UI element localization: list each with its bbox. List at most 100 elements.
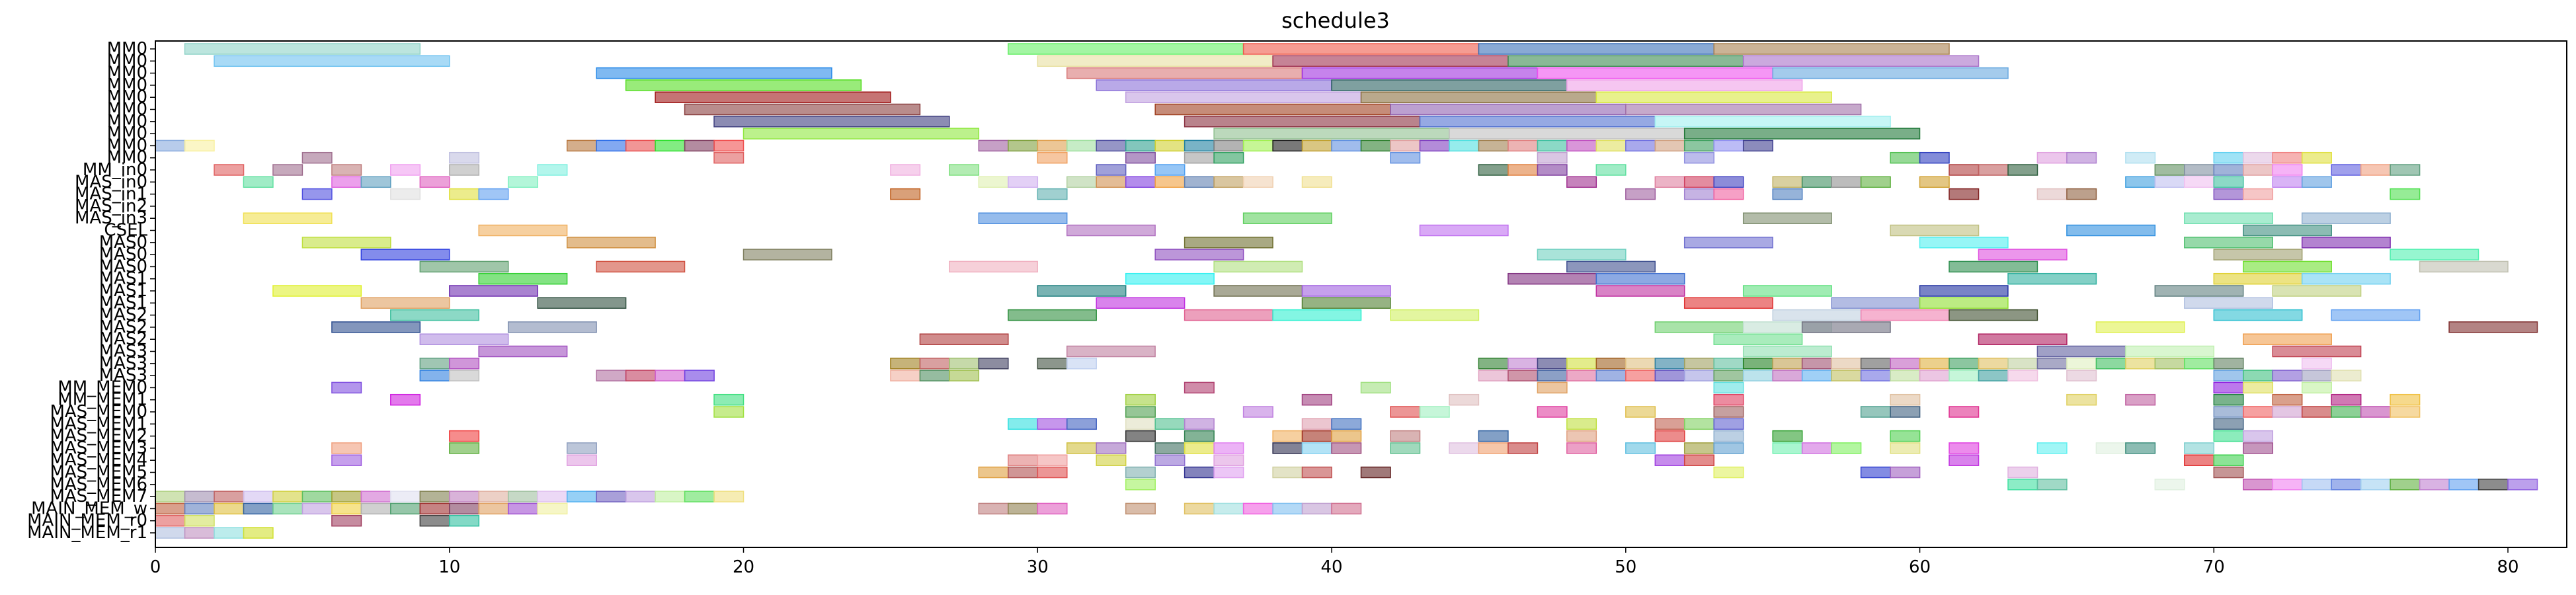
task-bar [2036,358,2068,370]
task-bar [566,491,597,502]
task-bar [2213,309,2303,321]
task-bar [1919,370,1950,381]
task-bar [1125,502,1156,515]
task-bar [1478,43,1714,55]
task-bar [1742,212,1832,224]
task-bar [1742,285,1832,297]
task-bar [684,491,715,502]
task-bar [1772,358,1803,370]
y-tick-label: MM_in0 [83,160,147,180]
task-bar [1801,321,1891,333]
task-bar [331,176,362,188]
task-bar [1537,370,1568,381]
y-tick-label: MAS0 [99,257,147,276]
task-bar [302,188,333,200]
task-bar [2066,370,2097,381]
task-bar [1566,370,1597,381]
task-bar [1508,272,1597,285]
task-bar [566,454,597,466]
task-bar [1037,139,1068,152]
task-bar [1213,285,1303,297]
task-bar [1949,442,1980,454]
task-bar [2036,151,2068,164]
task-bar [2125,176,2156,188]
task-bar [1742,345,1832,358]
task-bar [2154,358,2185,370]
task-bar [214,55,450,67]
task-bar [1831,442,1862,454]
task-bar [1242,43,1480,55]
y-tick-label: MAIN_MEM_r0 [27,511,147,531]
task-bar [184,43,421,55]
task-bar [1595,285,1685,297]
task-bar [2213,188,2244,200]
task-bar [1683,176,1714,188]
task-bar [566,442,597,454]
task-bar [1242,212,1332,224]
task-bar [2125,345,2215,358]
y-tick-label: MAS2 [99,305,147,325]
task-bar [1184,309,1273,321]
task-bar [2213,249,2303,260]
task-bar [1772,442,1803,454]
task-bar [2301,406,2332,418]
task-bar [1537,406,1568,418]
task-bar [1419,116,1656,128]
task-bar [360,502,391,515]
task-bar [419,333,509,345]
task-bar [1537,67,1773,79]
task-bar [1772,188,1803,200]
task-bar [272,502,303,515]
task-bar [272,164,303,176]
task-bar [302,237,391,249]
task-bar [390,309,479,321]
task-bar [2213,272,2303,285]
y-tick-label: MAS3 [99,354,147,374]
task-bar [1154,454,1186,466]
task-bar [2213,454,2244,466]
task-bar [1096,442,1127,454]
task-bar [2243,430,2274,442]
task-bar [1213,466,1244,479]
task-bar [1390,442,1421,454]
plot-frame [155,40,2567,548]
task-bar [2007,272,2097,285]
task-bar [1713,381,1744,394]
task-bar [1360,381,1391,394]
task-bar [1713,430,1744,442]
task-bar [419,358,450,370]
task-bar [1566,418,1597,430]
task-bar [1508,442,1539,454]
task-bar [2213,381,2244,394]
y-tick-label: MAS_MEM2 [50,426,147,446]
task-bar [1919,151,1950,164]
task-bar [1096,454,1127,466]
task-bar [1360,139,1391,152]
task-bar [1683,370,1714,381]
task-bar [214,527,245,539]
task-bar [2272,370,2303,381]
task-bar [1478,370,1509,381]
task-bar [1508,164,1539,176]
task-bar [1683,237,1773,249]
task-bar [2243,188,2274,200]
task-bar [2272,393,2303,406]
task-bar [2007,358,2038,370]
task-bar [1066,418,1097,430]
task-bar [1890,358,1921,370]
task-bar [1566,260,1656,273]
task-bar [1949,406,1980,418]
task-bar [1213,442,1244,454]
y-tick-label: MM_MEM1 [58,390,147,410]
task-bar [2243,333,2332,345]
task-bar [1331,430,1362,442]
x-tick-label: 30 [1027,557,1049,577]
task-bar [978,139,1009,152]
task-bar [449,370,480,381]
task-bar [1713,139,1744,152]
task-bar [1066,442,1097,454]
task-bar [1037,502,1068,515]
task-bar [890,188,921,200]
task-bar [1449,442,1480,454]
task-bar [2007,479,2038,491]
